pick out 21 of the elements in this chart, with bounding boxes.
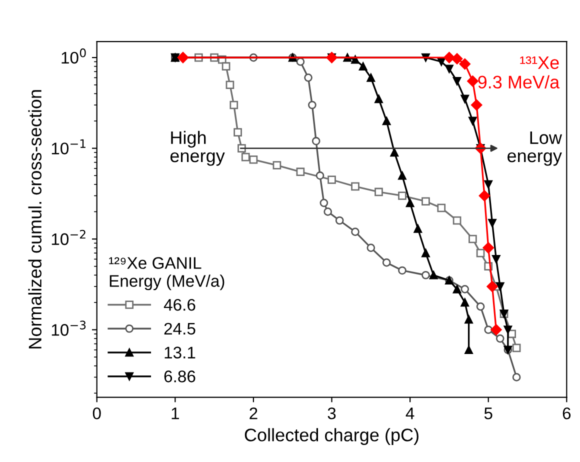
x-tick-label: 4 <box>406 408 414 420</box>
legend-label: 46.6 <box>164 298 196 311</box>
y-tick-label: 10$^{−3}$ <box>52 320 86 336</box>
y-tick-label: 10$^{−1}$ <box>52 139 86 154</box>
legend-label: 6.86 <box>164 370 196 382</box>
series-label: ¹³¹Xe 9.3 MeV/a <box>478 56 560 89</box>
legend-label: 24.5 <box>164 322 196 335</box>
legend-label: 13.1 <box>164 346 196 358</box>
x-tick-label: 0 <box>92 407 101 420</box>
x-tick-label: 1 <box>172 408 179 420</box>
x-axis-title: Collected charge (pC) <box>244 428 418 445</box>
y-tick-label: 10$^{0}$ <box>62 48 86 64</box>
x-tick-label: 2 <box>250 407 258 420</box>
x-tick-label: 3 <box>328 407 336 420</box>
legend-title: ¹²⁹Xe GANIL Energy (MeV/a) <box>109 257 224 290</box>
x-tick-label: 6 <box>562 407 571 420</box>
annotation: Low energy <box>508 131 562 166</box>
annotation: High energy <box>170 130 225 166</box>
y-tick-label: 10$^{−2}$ <box>52 230 86 246</box>
y-axis-title: Normalized cumul. cross-section <box>28 90 42 348</box>
x-tick-label: 5 <box>484 408 492 420</box>
